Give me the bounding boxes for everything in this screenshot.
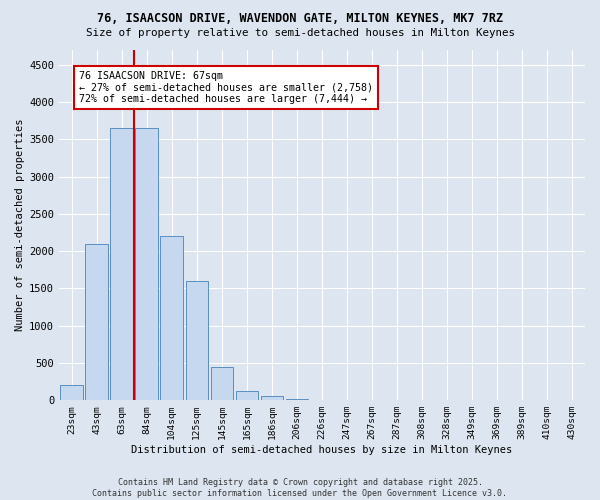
Bar xyxy=(236,391,258,400)
Bar xyxy=(60,385,83,400)
Bar xyxy=(260,396,283,400)
Bar xyxy=(136,128,158,400)
Bar xyxy=(160,236,183,400)
Text: 76, ISAACSON DRIVE, WAVENDON GATE, MILTON KEYNES, MK7 7RZ: 76, ISAACSON DRIVE, WAVENDON GATE, MILTO… xyxy=(97,12,503,26)
Text: Contains HM Land Registry data © Crown copyright and database right 2025.
Contai: Contains HM Land Registry data © Crown c… xyxy=(92,478,508,498)
X-axis label: Distribution of semi-detached houses by size in Milton Keynes: Distribution of semi-detached houses by … xyxy=(131,445,512,455)
Text: Size of property relative to semi-detached houses in Milton Keynes: Size of property relative to semi-detach… xyxy=(86,28,515,38)
Bar xyxy=(185,281,208,400)
Text: 76 ISAACSON DRIVE: 67sqm
← 27% of semi-detached houses are smaller (2,758)
72% o: 76 ISAACSON DRIVE: 67sqm ← 27% of semi-d… xyxy=(79,71,373,104)
Bar xyxy=(85,244,108,400)
Y-axis label: Number of semi-detached properties: Number of semi-detached properties xyxy=(15,119,25,332)
Bar xyxy=(211,366,233,400)
Bar xyxy=(110,128,133,400)
